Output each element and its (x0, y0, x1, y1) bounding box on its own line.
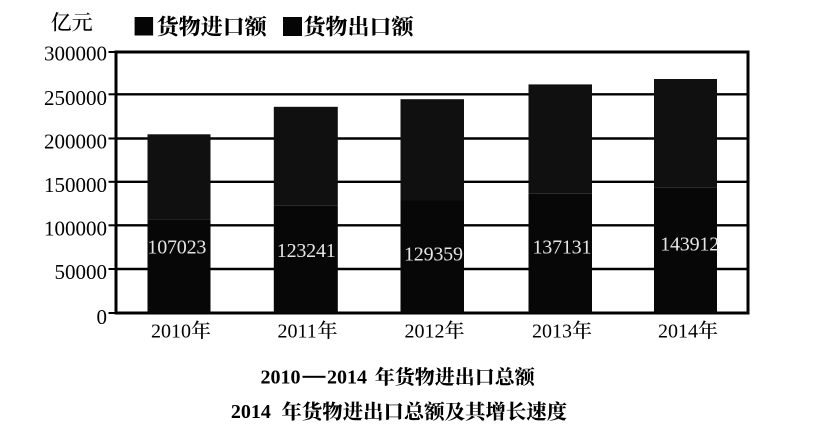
svg-text:2014: 2014 (231, 401, 271, 423)
svg-text:143912: 143912 (660, 234, 719, 256)
svg-text:2011: 2011 (278, 321, 317, 343)
svg-text:2014: 2014 (658, 321, 698, 343)
svg-text:150000: 150000 (44, 173, 107, 197)
svg-text:2013: 2013 (532, 321, 572, 343)
svg-text:250000: 250000 (44, 86, 107, 110)
svg-text:0: 0 (97, 305, 108, 329)
svg-text:129359: 129359 (404, 244, 463, 266)
svg-text:137131: 137131 (532, 237, 591, 259)
svg-text:200000: 200000 (44, 130, 107, 154)
svg-text:2010: 2010 (151, 321, 191, 343)
svg-text:2012: 2012 (405, 321, 445, 343)
svg-text:107023: 107023 (147, 237, 206, 259)
svg-text:50000: 50000 (55, 260, 108, 284)
svg-text:2010: 2010 (261, 367, 301, 389)
svg-text:123241: 123241 (277, 240, 336, 262)
svg-text:100000: 100000 (44, 217, 107, 241)
svg-text:2014: 2014 (327, 367, 367, 389)
svg-text:300000: 300000 (44, 42, 107, 66)
